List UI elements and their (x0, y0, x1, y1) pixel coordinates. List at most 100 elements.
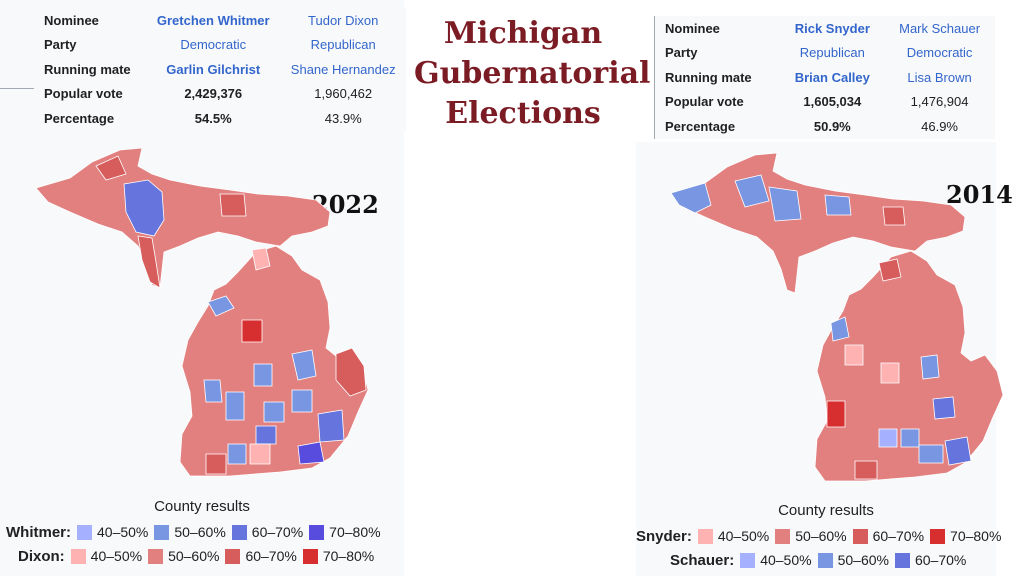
county-emmet (878, 258, 902, 282)
label-popular-vote: Popular vote (665, 94, 744, 110)
county-wayne (944, 436, 972, 466)
legend-label: 40–50% (97, 524, 149, 540)
county-genesee (932, 396, 956, 420)
county-livingston (900, 428, 920, 448)
county-huron (335, 347, 367, 397)
running-mate-republican-link[interactable]: Brian Calley (794, 69, 870, 85)
legend-swatch (697, 528, 713, 544)
legend-candidate-whitmer: Whitmer: (6, 523, 71, 541)
legend-swatch (154, 524, 170, 540)
county-calhoun (249, 443, 271, 465)
nominee-democrat-link[interactable]: Mark Schauer (899, 20, 981, 36)
legend-swatch (817, 552, 833, 568)
running-mate-democrat-link[interactable]: Lisa Brown (907, 69, 972, 85)
county-baraga (734, 174, 770, 208)
county-kent (225, 391, 245, 421)
county-isabella (253, 363, 273, 387)
county-lake (844, 344, 864, 366)
county-marquette (768, 186, 802, 222)
legend-title: County results (154, 498, 250, 515)
legend-swatch (930, 528, 946, 544)
percentage-loser: 43.9% (324, 110, 362, 126)
legend-label: 50–60% (174, 524, 226, 540)
county-muskegon (203, 379, 223, 403)
nominee-democrat-link[interactable]: Gretchen Whitmer (156, 12, 270, 28)
nominee-republican-link[interactable]: Rick Snyder (794, 20, 870, 36)
percentage-loser: 46.9% (921, 118, 958, 134)
county-ingham (878, 428, 898, 448)
legend-swatch (70, 548, 86, 564)
row-running-mate: Running mate Garlin Gilchrist Shane Hern… (34, 57, 406, 82)
row-percentage: Percentage 50.9% 46.9% (655, 114, 995, 139)
lower-peninsula (179, 245, 369, 477)
legend-swatch (225, 548, 241, 564)
legend-label: 70–80% (329, 524, 381, 540)
legend-label: 70–80% (950, 528, 1002, 544)
party-democratic-link[interactable]: Democratic (906, 45, 973, 61)
upper-peninsula (35, 147, 331, 289)
county-manistee (830, 316, 850, 342)
legend-item: 50–60% (775, 528, 847, 544)
nominee-republican-link[interactable]: Tudor Dixon (308, 12, 379, 28)
michigan-county-map-2022 (35, 147, 369, 477)
legend-label: 50–60% (168, 548, 220, 564)
page-title: Michigan Gubernatorial Elections (414, 14, 651, 134)
legend-row-dixon: Dixon: 40–50% 50–60% 60–70% 70–80% (6, 544, 406, 568)
legend-swatch (894, 552, 910, 568)
county-missaukee (241, 319, 263, 343)
label-nominee: Nominee (44, 12, 99, 28)
legend-item: 40–50% (740, 552, 812, 568)
running-mate-democrat-link[interactable]: Garlin Gilchrist (166, 61, 261, 77)
legend-swatch (77, 524, 92, 540)
legend-item: 70–80% (302, 548, 374, 564)
legend-item: 60–70% (894, 552, 966, 568)
legend-swatch (231, 524, 247, 540)
county-luce (219, 193, 247, 217)
infobox-2014: Nominee Rick Snyder Mark Schauer Party R… (654, 16, 995, 139)
county-leelanau (207, 295, 235, 317)
row-percentage: Percentage 54.5% 43.9% (34, 106, 406, 131)
legend-item: 60–70% (231, 524, 304, 540)
label-party: Party (665, 45, 698, 61)
county-washtenaw (918, 444, 944, 464)
party-republican-link[interactable]: Republican (310, 37, 376, 53)
running-mate-republican-link[interactable]: Shane Hernandez (290, 61, 396, 77)
county-chippewa (882, 206, 906, 226)
legend-item: 40–50% (77, 524, 148, 540)
county-marquette (123, 179, 165, 237)
label-popular-vote: Popular vote (44, 86, 123, 102)
title-line-2: Gubernatorial (414, 56, 651, 91)
legend-row-whitmer: Whitmer: 40–50% 50–60% 60–70% 70–80% (6, 520, 406, 544)
label-nominee: Nominee (665, 20, 720, 36)
legend-label: 60–70% (251, 524, 304, 540)
popular-vote-loser: 1,960,462 (314, 86, 373, 102)
county-isabella (880, 362, 900, 384)
county-menominee (137, 235, 161, 289)
legend-item: 50–60% (154, 524, 226, 540)
legend-row-snyder: Snyder: 40–50% 50–60% 60–70% 70–80% (636, 524, 1024, 548)
label-running-mate: Running mate (665, 69, 752, 85)
party-democratic-link[interactable]: Democratic (180, 37, 247, 53)
legend-label: 60–70% (245, 548, 297, 564)
legend-2014: County results Snyder: 40–50% 50–60% 60–… (636, 502, 1024, 572)
title-line-3: Elections (445, 96, 601, 131)
label-running-mate: Running mate (44, 61, 131, 77)
legend-swatch (302, 548, 318, 564)
label-party: Party (44, 37, 77, 53)
legend-swatch (309, 524, 325, 540)
legend-item: 50–60% (148, 548, 219, 564)
legend-label: 40–50% (90, 548, 143, 564)
county-ingham (263, 401, 285, 423)
county-bay (920, 354, 940, 380)
percentage-winner: 50.9% (813, 118, 851, 134)
legend-2022: County results Whitmer: 40–50% 50–60% 60… (6, 498, 406, 568)
legend-swatch (852, 528, 868, 544)
popular-vote-loser: 1,476,904 (910, 94, 969, 110)
county-branch (854, 460, 878, 480)
row-nominee: Nominee Gretchen Whitmer Tudor Dixon (34, 8, 406, 33)
party-republican-link[interactable]: Republican (799, 45, 865, 61)
legend-item: 60–70% (225, 548, 297, 564)
legend-label: 50–60% (795, 528, 847, 544)
county-kalamazoo (227, 443, 247, 465)
legend-item: 40–50% (70, 548, 143, 564)
